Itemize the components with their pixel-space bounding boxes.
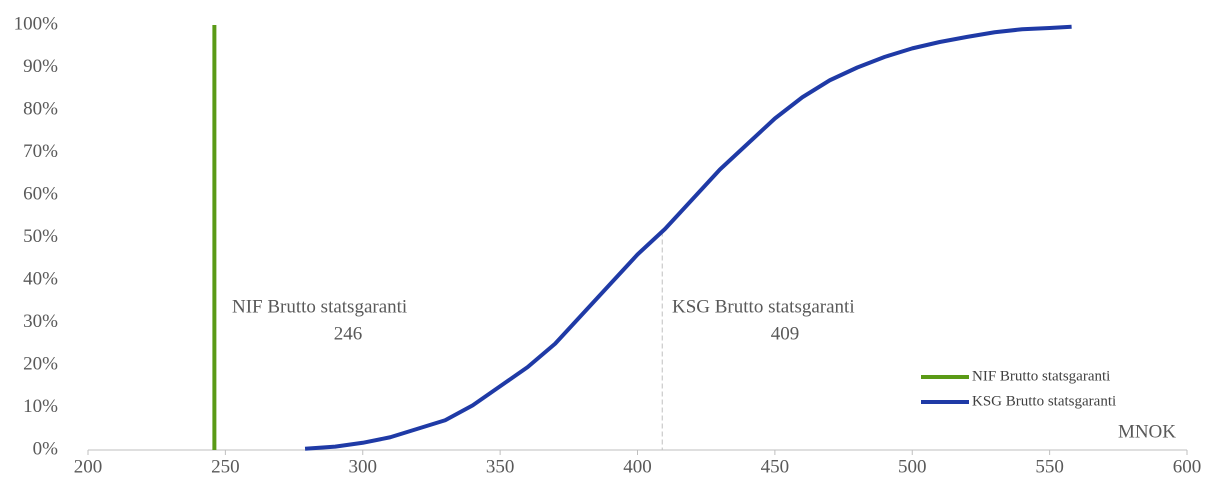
x-tick-label: 250: [211, 456, 240, 477]
x-tick-label: 300: [349, 456, 378, 477]
y-tick-label: 10%: [23, 396, 58, 417]
y-tick-label: 40%: [23, 268, 58, 289]
x-tick-label: 200: [74, 456, 103, 477]
legend-label: NIF Brutto statsgaranti: [972, 368, 1110, 384]
annotation-value: 246: [334, 323, 363, 344]
y-tick-label: 50%: [23, 226, 58, 247]
annotation-label: KSG Brutto statsgaranti: [672, 296, 855, 317]
y-tick-label: 0%: [33, 438, 59, 459]
series-line: [304, 24, 1072, 451]
x-tick-label: 400: [623, 456, 652, 477]
x-axis-label: MNOK: [1118, 421, 1176, 442]
x-tick-label: 500: [898, 456, 927, 477]
x-tick-label: 350: [486, 456, 515, 477]
y-tick-label: 20%: [23, 353, 58, 374]
x-tick-label: 600: [1173, 456, 1202, 477]
x-tick-label: 550: [1035, 456, 1064, 477]
y-tick-label: 70%: [23, 141, 58, 162]
annotation-label: NIF Brutto statsgaranti: [232, 296, 407, 317]
y-tick-label: 30%: [23, 311, 58, 332]
annotation-value: 409: [771, 323, 800, 344]
y-tick-label: 90%: [23, 56, 58, 77]
x-tick-label: 450: [761, 456, 790, 477]
legend-label: KSG Brutto statsgaranti: [972, 393, 1116, 409]
y-tick-label: 100%: [14, 13, 59, 34]
y-tick-label: 60%: [23, 183, 58, 204]
y-tick-label: 80%: [23, 98, 58, 119]
